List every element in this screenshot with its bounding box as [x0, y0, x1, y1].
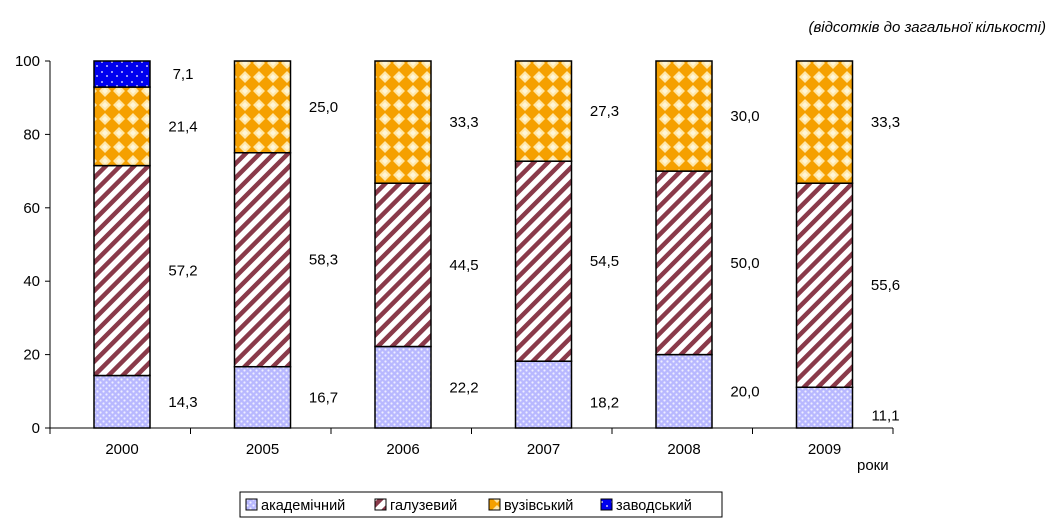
data-label: 25,0: [309, 99, 338, 116]
bar-segment-diagonal-stripes: [233, 152, 292, 368]
bar-segment-dots: [655, 353, 713, 429]
bar-segment-diagonal-stripes: [93, 164, 151, 377]
legend-entry: вузівський: [504, 498, 573, 514]
bar-segment-diamonds: [514, 60, 573, 162]
y-tick-label: 100: [15, 53, 40, 70]
bar-segment-diamonds: [93, 86, 151, 167]
bar-segment-diamonds: [655, 60, 713, 172]
data-label: 7,1: [173, 66, 194, 83]
x-tick-label: 2007: [527, 441, 560, 458]
data-label: 58,3: [309, 252, 338, 269]
x-tick-label: 2000: [105, 441, 138, 458]
data-label: 33,3: [449, 114, 478, 131]
y-tick-label: 20: [23, 347, 40, 364]
plot-area: 0 20 40 60 80 100 14,3 57,2 21,4 7,1 2000 16,7 58,3 2…: [15, 53, 900, 458]
bar-segment-diamonds: [374, 60, 432, 184]
data-label: 44,5: [449, 257, 478, 274]
data-label: 55,6: [871, 277, 900, 294]
data-label: 54,5: [590, 253, 619, 270]
bar-segment-diagonal-stripes: [374, 182, 432, 348]
bar-segment-diamonds: [795, 60, 854, 184]
legend-swatch: [488, 498, 501, 511]
x-axis-label: роки: [857, 457, 889, 474]
y-tick-label: 80: [23, 126, 40, 143]
bar-segment-diagonal-stripes: [655, 170, 713, 356]
bar-segment-dots: [795, 386, 854, 429]
data-label: 57,2: [168, 263, 197, 280]
bar-segment-diagonal-stripes: [795, 182, 854, 389]
y-tick-label: 60: [23, 200, 40, 217]
y-tick-label: 40: [23, 273, 40, 290]
bar-segment-diagonal-stripes: [514, 160, 573, 362]
legend-box: [239, 491, 723, 518]
bar-segment-dots: [514, 360, 573, 429]
legend-entry: галузевий: [390, 498, 457, 514]
data-label: 27,3: [590, 103, 619, 120]
legend: академічний галузевий вузівський заводський: [239, 491, 723, 518]
data-label: 14,3: [168, 394, 197, 411]
x-tick-label: 2008: [667, 441, 700, 458]
legend-swatch: [374, 498, 387, 511]
data-label: 18,2: [590, 395, 619, 412]
x-tick-label: 2009: [808, 441, 841, 458]
legend-entry: академічний: [261, 498, 345, 514]
data-label: 50,0: [730, 255, 759, 272]
data-label: 22,2: [449, 379, 478, 396]
bar-segment-sparkle: [93, 60, 151, 88]
x-tick-label: 2006: [386, 441, 419, 458]
data-label: 33,3: [871, 114, 900, 131]
data-label: 20,0: [730, 383, 759, 400]
legend-swatch: [245, 498, 258, 511]
y-tick-label: 0: [32, 420, 40, 437]
chart-subtitle: (відсотків до загальної кількості): [808, 19, 1046, 36]
x-tick-label: 2005: [246, 441, 279, 458]
legend-entry: заводський: [616, 498, 692, 514]
data-label: 30,0: [730, 108, 759, 125]
bar-segment-dots: [233, 365, 292, 429]
bar-segment-dots: [374, 345, 432, 429]
data-label: 21,4: [168, 118, 197, 135]
bar-segment-dots: [93, 374, 151, 429]
bar-segment-diamonds: [233, 60, 292, 154]
legend-swatch: [600, 498, 613, 511]
data-label: 16,7: [309, 389, 338, 406]
data-label: 11,1: [871, 408, 899, 425]
